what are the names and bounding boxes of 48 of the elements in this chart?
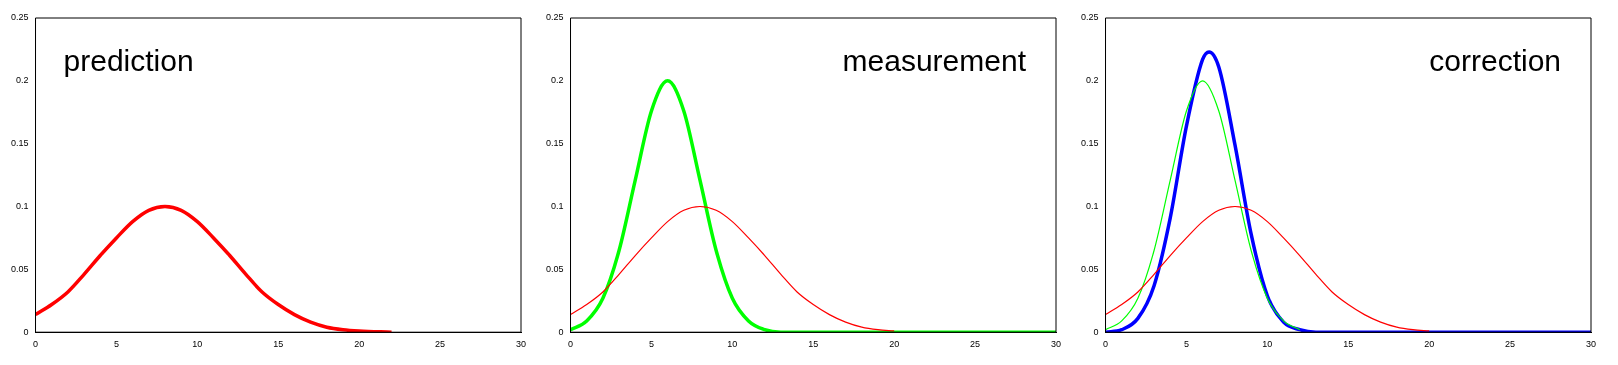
x-tick-label: 20 bbox=[1424, 339, 1435, 350]
y-tick-label: 0.2 bbox=[1086, 75, 1099, 86]
y-tick-label: 0.1 bbox=[16, 201, 29, 211]
line-series bbox=[1105, 205, 1430, 332]
x-tick-label: 5 bbox=[648, 339, 654, 350]
y-tick-label: 0 bbox=[1093, 326, 1099, 337]
x-tick-label: 10 bbox=[192, 339, 203, 350]
y-tick-label: 0.1 bbox=[551, 201, 564, 211]
x-tick-label: 10 bbox=[727, 339, 738, 350]
y-tick-label: 0.25 bbox=[1080, 12, 1099, 23]
x-tick-label: 0 bbox=[33, 339, 39, 350]
y-tick-label: 0.2 bbox=[551, 75, 564, 86]
y-tick-label: 0 bbox=[558, 326, 564, 337]
x-tick-label: 25 bbox=[435, 339, 446, 350]
line-series bbox=[570, 79, 1056, 333]
x-tick-label: 20 bbox=[889, 339, 900, 350]
x-tick-label: 10 bbox=[1262, 339, 1273, 350]
x-tick-label: 15 bbox=[1343, 339, 1354, 350]
y-tick-label: 0.25 bbox=[10, 12, 29, 23]
x-tick-label: 5 bbox=[1183, 339, 1189, 350]
x-tick-label: 30 bbox=[1050, 339, 1062, 350]
x-tick-label: 5 bbox=[113, 339, 119, 350]
x-tick-label: 30 bbox=[1585, 339, 1597, 350]
y-tick-label: 0.2 bbox=[16, 75, 29, 86]
y-tick-label: 0.15 bbox=[1080, 138, 1099, 149]
x-tick-label: 25 bbox=[970, 339, 981, 350]
annotation: measurement bbox=[842, 44, 1027, 78]
y-tick-label: 0.15 bbox=[10, 138, 29, 149]
y-tick-label: 0.05 bbox=[1080, 263, 1099, 274]
x-tick-label: 0 bbox=[568, 339, 574, 350]
y-tick-label: 0.15 bbox=[545, 138, 564, 149]
y-tick-label: 0 bbox=[23, 326, 29, 337]
x-tick-label: 30 bbox=[515, 339, 527, 350]
annotation: correction bbox=[1429, 44, 1561, 78]
x-tick-label: 20 bbox=[354, 339, 365, 350]
x-tick-label: 25 bbox=[1505, 339, 1516, 350]
x-tick-label: 0 bbox=[1103, 339, 1109, 350]
y-tick-label: 0.05 bbox=[545, 263, 564, 274]
line-series bbox=[570, 205, 895, 332]
x-tick-label: 15 bbox=[808, 339, 819, 350]
line-series bbox=[1105, 50, 1591, 333]
y-tick-label: 0.05 bbox=[10, 263, 29, 274]
line-series bbox=[35, 204, 394, 333]
annotation: prediction bbox=[63, 44, 194, 78]
y-tick-label: 0.1 bbox=[1086, 201, 1099, 211]
y-tick-label: 0.25 bbox=[545, 12, 564, 23]
x-tick-label: 15 bbox=[273, 339, 284, 350]
line-series bbox=[1105, 80, 1301, 331]
